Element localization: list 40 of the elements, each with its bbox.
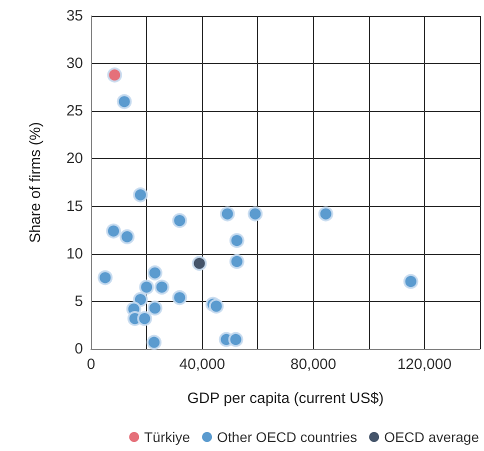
point — [120, 229, 135, 244]
point — [208, 298, 224, 314]
point — [107, 67, 122, 82]
y-tick-label: 15 — [66, 198, 83, 215]
point — [147, 265, 162, 280]
point — [98, 270, 113, 286]
y-tick-label: 5 — [74, 292, 83, 310]
point — [172, 290, 188, 306]
point — [229, 254, 244, 269]
point — [146, 334, 162, 350]
y-tick-label: 20 — [66, 150, 83, 168]
y-tick-label: 30 — [66, 55, 83, 72]
point — [192, 256, 207, 271]
y-axis-title: Share of firms (%) — [27, 122, 44, 243]
point — [248, 206, 263, 222]
y-tick-label: 35 — [66, 8, 83, 24]
point — [139, 280, 154, 295]
legend-label: OECD average — [384, 429, 480, 445]
point — [403, 274, 418, 289]
point — [137, 311, 152, 326]
y-tick-label: 25 — [66, 102, 83, 120]
point — [106, 224, 122, 239]
x-tick-label: 120,000 — [397, 356, 452, 373]
legend-label: Other OECD countries — [217, 429, 358, 445]
legend-label: Türkiye — [144, 429, 190, 445]
point — [220, 206, 235, 222]
y-tick-label: 0 — [74, 340, 83, 358]
point — [228, 332, 244, 347]
point — [147, 300, 162, 316]
x-tick-label: 80,000 — [290, 356, 336, 373]
point — [154, 280, 170, 295]
y-tick-label: 10 — [66, 245, 83, 262]
point — [172, 213, 188, 228]
point — [229, 233, 244, 248]
x-tick-label: 0 — [86, 356, 96, 373]
point — [132, 187, 148, 202]
x-tick-label: 40,000 — [179, 356, 226, 373]
x-axis-title: GDP per capita (current US$) — [187, 390, 384, 407]
point — [318, 206, 334, 222]
point — [116, 94, 132, 110]
